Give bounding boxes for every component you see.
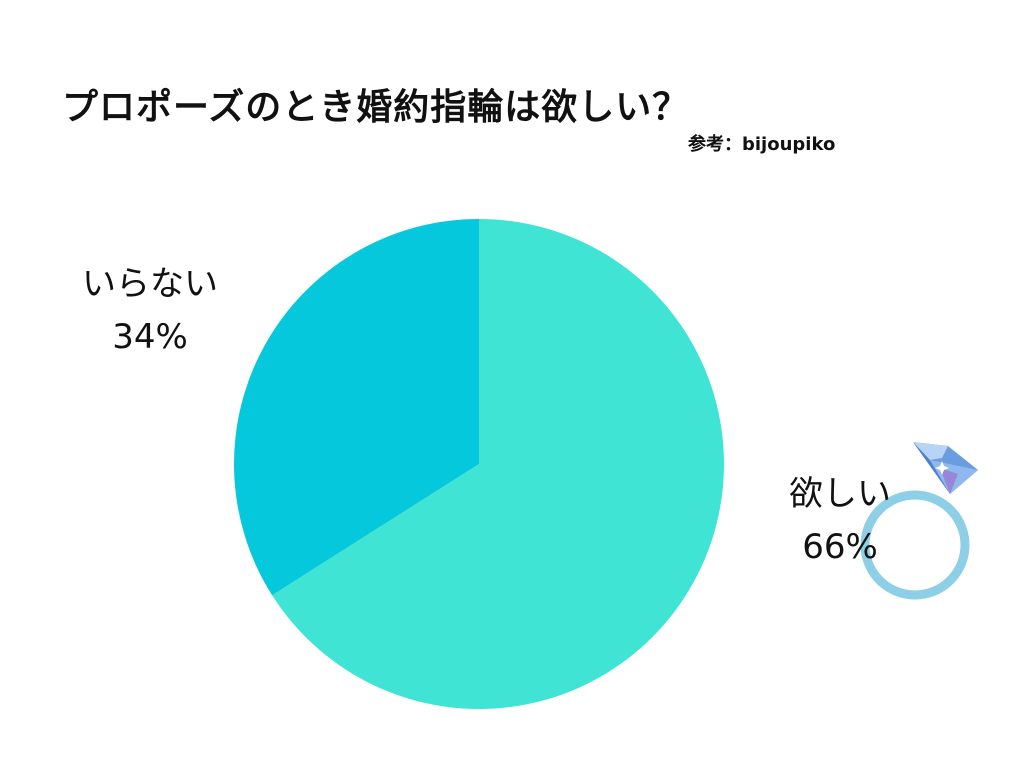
slice-label-yes: 欲しい 66% xyxy=(760,468,920,573)
slice-name-yes: 欲しい xyxy=(789,474,891,514)
slice-value-yes: 66% xyxy=(802,526,878,567)
source-note: 参考：bijoupiko xyxy=(688,134,836,155)
chart-title: プロポーズのとき婚約指輪は欲しい？ xyxy=(62,87,690,128)
slice-label-no: いらない 34% xyxy=(70,258,230,363)
sparkle xyxy=(935,461,949,475)
slice-name-no: いらない xyxy=(82,264,218,304)
pie-slice-yes xyxy=(272,219,724,709)
ring-band xyxy=(860,490,970,600)
pie-slices xyxy=(233,219,724,709)
slice-value-no: 34% xyxy=(112,316,188,357)
pie-slice-no xyxy=(233,219,479,596)
